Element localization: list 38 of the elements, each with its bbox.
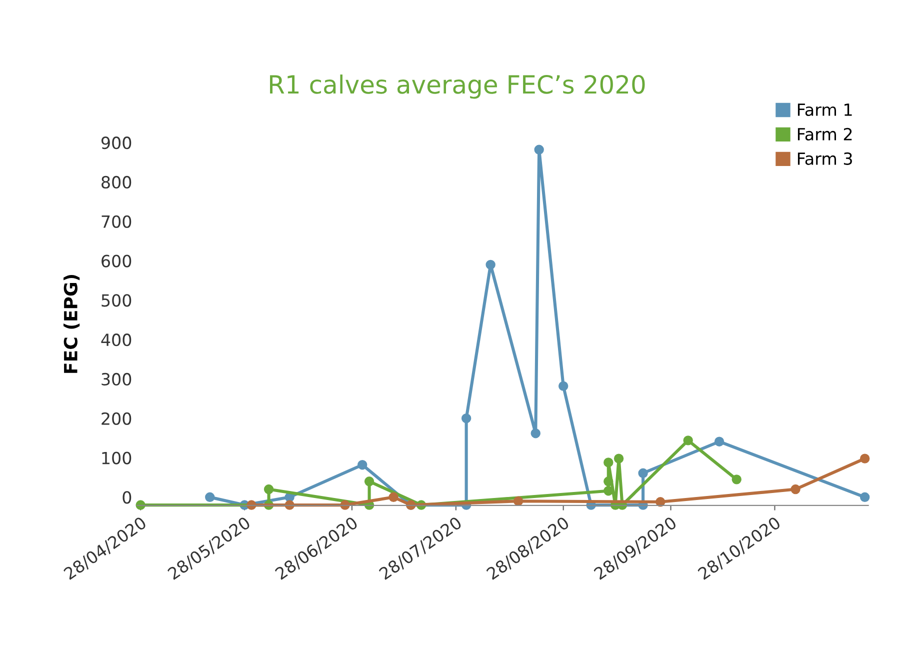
point [604, 458, 614, 468]
y-tick-label: 0 [122, 491, 132, 504]
y-axis-title: FEC (EPG) [64, 275, 80, 373]
y-tick-label: 700 [102, 215, 132, 228]
point [513, 496, 524, 506]
y-tick-label: 400 [101, 334, 132, 346]
chart-title: R1 calves average FEC’s 2020 [270, 74, 645, 99]
legend-label: Farm 1 [798, 104, 852, 116]
y-tick-label: 200 [102, 412, 132, 425]
y-tick-label: 300 [102, 372, 132, 386]
point [714, 436, 724, 446]
point [614, 454, 624, 464]
point [656, 497, 666, 507]
legend-label: Farm 3 [798, 152, 852, 165]
point [860, 492, 870, 502]
point [486, 260, 496, 270]
point [264, 484, 274, 494]
legend-label: Farm 2 [798, 128, 852, 140]
point [683, 436, 693, 446]
point [558, 381, 568, 391]
point [534, 144, 544, 155]
y-tick-label: 500 [102, 294, 132, 307]
y-tick-label: 600 [102, 254, 132, 268]
point [530, 428, 540, 438]
y-tick-label: 100 [102, 452, 132, 464]
point [205, 492, 215, 502]
point [388, 492, 398, 502]
point [364, 476, 374, 486]
point [790, 484, 800, 494]
y-tick-label: 900 [101, 136, 132, 150]
point [357, 460, 368, 470]
point [604, 486, 614, 496]
point [604, 476, 614, 486]
point [860, 454, 870, 464]
y-tick-label: 800 [102, 176, 132, 189]
point [638, 468, 648, 478]
point [732, 474, 742, 484]
point [461, 414, 472, 424]
